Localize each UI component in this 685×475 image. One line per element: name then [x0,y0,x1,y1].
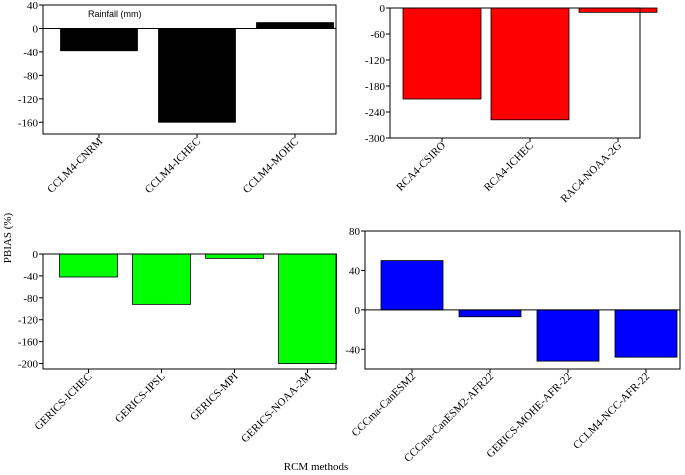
y-tick-label: -120 [18,315,39,327]
chart-panel-4: 80 40 0 -40 CCCma-CanESM2CCCma-CanESM2-AFR22… [345,226,681,465]
y-tick-label: 0 [355,305,361,317]
y-tick-label: -160 [18,117,39,129]
x-axis-title: RCM methods [284,461,348,473]
x-category-label: GERICS-MOHE-AFR-22 [484,371,574,461]
chart-panel-1: 40 0 -40 -80 -120 -160 CCLM4-CNRM CCLM4-ICHEC CC… [18,0,337,196]
x-category-label: GERICS-NOAA-2M [239,370,314,445]
bar-gerics-mohe-afr-22 [536,309,600,362]
x-category-label: GERICS-IPSL [113,370,168,425]
x-category-label: CCLM4-MOHC [241,136,301,196]
y-tick-label: -40 [345,344,360,356]
y-axis-title: PBIAS (%) [2,212,14,263]
x-category-label: RCA4-CSIRO [394,140,448,194]
bar-gerics-mpi [205,253,264,259]
y-tick-label: -120 [365,55,386,67]
y-tick-label: 0 [33,249,39,261]
bar-cclm4-ncc-afr-22 [614,309,678,358]
y-tick-label: 80 [349,226,361,238]
x-category-label: CCCma-CanESM2 [350,371,419,440]
x-category-label: CCLM4-NCC-AFR-22 [571,371,652,452]
y-tick-label: 0 [33,23,39,35]
x-category-label: CCCma-CanESM2-AFR22 [402,371,496,465]
y-tick-label: -40 [23,271,38,283]
y-tick-label: -240 [365,107,386,119]
bar-rca4-ichec [490,7,570,121]
x-category-label: GERICS-ICHEC [33,371,95,433]
bar-cccma-canesm2 [380,260,444,311]
x-category-label: RCA4-ICHEC [482,140,536,194]
bar-gerics-noaa-2m [278,253,337,364]
x-category-label: CCLM4-ICHEC [143,136,203,196]
bar-cclm4-cnrm [60,28,138,52]
y-tick-label: -80 [23,293,38,305]
bar-cclm4-ichec [158,28,236,123]
bar-cclm4-mohc [256,22,334,29]
y-tick-label: -200 [18,359,39,371]
plot-frame [364,230,681,370]
chart-panel-2: 0 -60 -120 -180 -240 -300 RCA4-CSIRO RCA4-ICHEC… [365,3,658,206]
x-category-label: GERICS-MPI [188,370,241,423]
x-category-label: CCLM4-CNRM [45,135,105,195]
bar-gerics-ipsl [132,253,191,305]
bar-gerics-ichec [59,253,118,278]
y-tick-label: 0 [380,3,386,15]
y-tick-label: -40 [23,47,38,59]
bar-cccma-canesm2-afr22 [458,309,522,318]
y-tick-label: -300 [365,133,386,145]
y-tick-label: -60 [370,29,385,41]
y-tick-label: -80 [23,70,38,82]
x-category-label: RAC4-NOAA-2G [559,140,625,206]
y-tick-label: -160 [18,337,39,349]
y-tick-label: 40 [27,0,39,12]
plot-frame [42,4,337,135]
y-tick-label: -180 [365,81,386,93]
chart-annotation: Rainfall (mm) [88,9,142,19]
y-tick-label: 40 [349,265,361,277]
bar-rca4-csiro [402,7,482,100]
bar-rac4-noaa-2g [578,7,658,13]
y-tick-label: -120 [18,94,39,106]
